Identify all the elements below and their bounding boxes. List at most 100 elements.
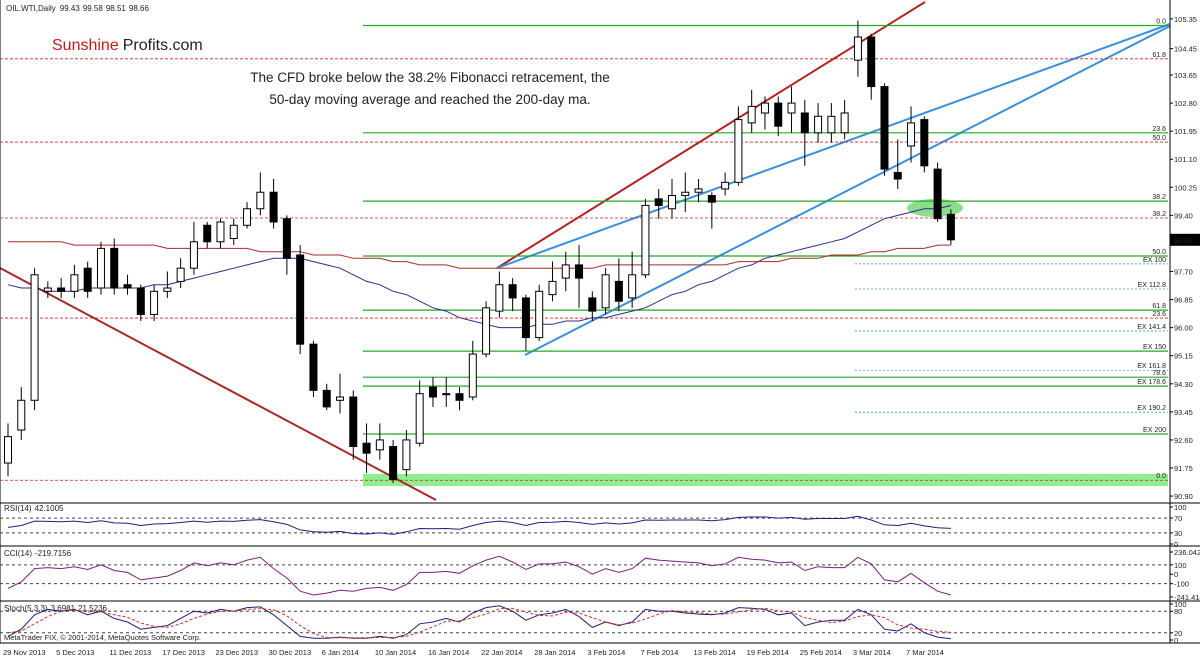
- y-tick-label: 103.65: [1174, 71, 1197, 80]
- moving-average: [7, 205, 952, 329]
- trend-line: [496, 1, 926, 269]
- x-tick-label: 7 Feb 2014: [640, 648, 678, 657]
- rsi-title: RSI(14): [4, 504, 32, 513]
- candle-body: [83, 267, 92, 292]
- footer: MetaTrader FIX, © 2001-2014, MetaQuotes …: [4, 633, 201, 642]
- candle-body: [907, 122, 916, 147]
- fib-label: 61.8: [1152, 303, 1166, 310]
- y-tick-label: 95.15: [1174, 352, 1193, 361]
- candle-body: [654, 198, 663, 206]
- candle-body: [57, 287, 66, 292]
- x-tick-label: 3 Feb 2014: [587, 648, 625, 657]
- candle-body: [787, 102, 796, 114]
- y-tick-label: 101.10: [1174, 155, 1197, 164]
- fib-label: 23.6: [1152, 126, 1166, 133]
- stoch-main: 3.6981: [51, 604, 76, 613]
- y-tick-label: 236.0426: [1174, 548, 1200, 557]
- x-tick-label: 16 Jan 2014: [428, 648, 469, 657]
- candle-body: [734, 119, 743, 183]
- candle-body: [933, 168, 942, 220]
- candle-body: [601, 274, 610, 309]
- fib-label: EX 141.4: [1137, 324, 1166, 331]
- indicator-line: [7, 605, 951, 640]
- x-tick-label: 17 Dec 2013: [162, 648, 205, 657]
- candle-body: [389, 446, 398, 481]
- candle-body: [548, 280, 557, 296]
- x-tick-label: 19 Feb 2014: [747, 648, 789, 657]
- fib-label: EX 161.8: [1137, 363, 1166, 370]
- candle-body: [282, 218, 291, 259]
- fib-label: EX 112.8: [1138, 282, 1166, 289]
- y-tick-label: -241.418: [1174, 593, 1200, 602]
- candle-body: [176, 267, 185, 282]
- candle-body: [402, 439, 411, 471]
- x-tick-label: 10 Jan 2014: [375, 648, 416, 657]
- candle-body: [561, 264, 570, 279]
- y-tick-label: 96.85: [1174, 296, 1193, 305]
- low: 98.51: [106, 4, 127, 13]
- candle-body: [349, 396, 358, 448]
- y-tick-label: 96.00: [1174, 324, 1193, 333]
- candle-body: [30, 274, 39, 401]
- candle-body: [375, 439, 384, 451]
- candle-body: [455, 393, 464, 401]
- y-tick-label: 0: [1174, 540, 1178, 549]
- y-tick-label: 80: [1174, 607, 1182, 616]
- brand-1: Sunshine: [52, 37, 119, 54]
- candle-body: [575, 264, 584, 279]
- candle-body: [867, 36, 876, 88]
- fib-label: EX 200: [1143, 427, 1166, 434]
- brand-2: Profits.com: [123, 37, 203, 54]
- y-tick-label: 91.75: [1174, 464, 1193, 473]
- price-box: [1170, 233, 1200, 246]
- y-tick-label: 100: [1174, 503, 1187, 512]
- candle-body: [4, 436, 12, 464]
- candle-body: [893, 171, 902, 180]
- fib-label: EX 150: [1143, 344, 1166, 351]
- candle-body: [694, 188, 703, 193]
- x-tick-label: 11 Dec 2013: [109, 648, 151, 657]
- candle-body: [243, 208, 252, 226]
- trend-line: [496, 23, 1171, 269]
- candle-body: [43, 287, 52, 292]
- candle-body: [136, 287, 145, 315]
- indicator-line: [7, 555, 952, 596]
- stoch-header: Stoch(5,3,3) 3.6981 21.5236: [4, 604, 108, 613]
- candle-body: [229, 224, 238, 239]
- y-tick-label: 99.40: [1174, 211, 1193, 220]
- y-tick-label: 30: [1174, 529, 1182, 538]
- rsi-value: 42.1005: [35, 504, 64, 513]
- annotation: 50-day moving average and reached the 20…: [269, 92, 590, 107]
- candle-body: [150, 290, 159, 315]
- candle-body: [827, 115, 836, 134]
- candle-body: [495, 284, 504, 312]
- candle-body: [681, 191, 690, 197]
- y-tick-label: 94.30: [1174, 380, 1193, 389]
- candle-body: [336, 396, 344, 401]
- candle-body: [920, 119, 929, 167]
- y-tick-label: 102.80: [1174, 99, 1197, 108]
- y-tick-label: 100: [1174, 600, 1187, 609]
- candle-body: [814, 115, 823, 134]
- fib-label: 50.0: [1152, 135, 1166, 142]
- fib-label: 78.6: [1152, 370, 1166, 377]
- x-tick-label: 28 Jan 2014: [534, 648, 575, 657]
- moving-average: [8, 241, 951, 269]
- y-tick-label: 90.90: [1174, 492, 1193, 501]
- candle-body: [17, 399, 26, 431]
- candle-body: [296, 254, 305, 345]
- y-tick-label: 101.95: [1174, 127, 1197, 136]
- fib-label: EX 190.2: [1137, 405, 1166, 412]
- symbol: OIL.WTI,Daily: [6, 4, 56, 13]
- indicator-line: [7, 515, 951, 535]
- candle-body: [707, 195, 716, 203]
- candle-body: [482, 307, 491, 355]
- candle-body: [110, 247, 119, 289]
- y-tick-label: 0: [1174, 570, 1178, 579]
- candle-body: [614, 280, 623, 302]
- candle-body: [641, 204, 650, 276]
- candle-body: [535, 290, 544, 339]
- y-tick-label: 93.45: [1174, 408, 1193, 417]
- x-tick-label: 23 Dec 2013: [215, 648, 258, 657]
